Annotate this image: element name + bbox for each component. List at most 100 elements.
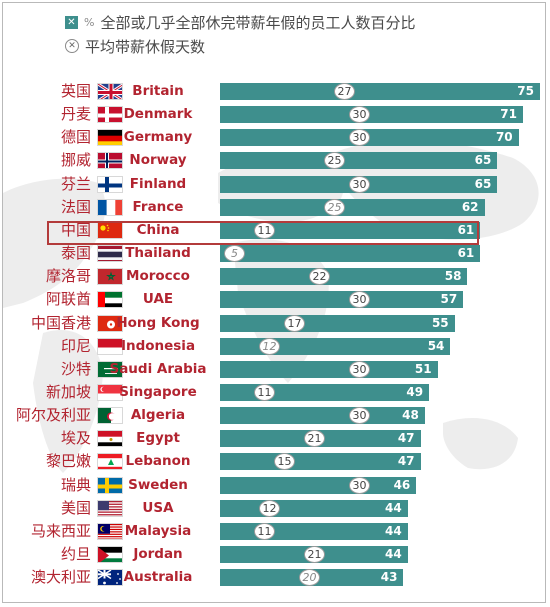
- percentage-value-label: 70: [495, 130, 513, 145]
- chart-row-britain: 英国 Britain 75 27: [3, 82, 545, 101]
- percentage-value-label: 75: [517, 84, 534, 98]
- percentage-bar: [220, 83, 540, 100]
- days-marker: 5: [224, 245, 245, 263]
- percentage-value-label: 47: [397, 431, 415, 446]
- percentage-value-label: 54: [427, 338, 445, 353]
- country-name-english: Denmark: [123, 106, 193, 123]
- country-name-chinese: 澳大利亚: [30, 568, 91, 587]
- flag-gb-icon: [97, 83, 123, 100]
- chart-row-usa: 美国 USA 44 12: [3, 499, 545, 518]
- country-name-english: Indonesia: [120, 337, 196, 354]
- country-name-english: China: [136, 221, 180, 238]
- country-name-english: Malaysia: [124, 522, 192, 539]
- country-name-english: Britain: [132, 83, 184, 99]
- country-name-english: Morocco: [126, 268, 190, 285]
- country-name-english: Finland: [129, 175, 187, 192]
- chart-row-thailand: 泰国 Thailand 61 5: [3, 244, 545, 263]
- flag-fi-icon: [97, 175, 123, 193]
- chart-row-norway: 挪威 Norway 65 25: [3, 151, 545, 170]
- days-marker: 17: [284, 314, 305, 332]
- percentage-value-label: 49: [406, 384, 424, 399]
- percentage-bar: [220, 221, 481, 239]
- chart-row-algeria: 阿尔及利亚 Algeria 48 30: [3, 406, 545, 425]
- country-name-chinese: 中国: [60, 220, 91, 239]
- percentage-value-label: 44: [385, 500, 402, 515]
- days-legend-icon: ✕: [65, 39, 79, 53]
- flag-fr-icon: [97, 198, 123, 216]
- flag-de-icon: [97, 129, 123, 147]
- percentage-value-label: 51: [414, 361, 432, 376]
- percentage-bar: [220, 314, 455, 332]
- chart-row-jordan: 约旦 Jordan 44 21: [3, 545, 545, 564]
- flag-sa-icon: [97, 360, 123, 378]
- country-name-chinese: 黎巴嫩: [45, 452, 91, 471]
- chart-row-singapore: 新加坡 Singapore 49 11: [3, 382, 545, 402]
- percentage-bar: [220, 245, 481, 263]
- chart-row-finland: 芬兰 Finland 65 30: [3, 175, 545, 194]
- days-marker: 30: [349, 129, 370, 147]
- days-marker: 30: [349, 106, 370, 124]
- percentage-value-label: 48: [402, 408, 419, 423]
- days-marker: 12: [259, 337, 280, 355]
- china-highlight-box: [47, 221, 479, 245]
- chart-row-morocco: 摩洛哥 Morocco 58 22: [3, 267, 545, 286]
- days-legend-label: 平均带薪休假天数: [85, 37, 206, 56]
- flag-se-icon: [97, 476, 123, 494]
- chart-row-uae: 阿联酋 UAE 57 30: [3, 290, 545, 309]
- country-name-english: Norway: [129, 152, 187, 169]
- country-name-chinese: 丹麦: [60, 105, 91, 124]
- chart-row-australia: 澳大利亚 Australia 43 20: [3, 568, 545, 587]
- country-name-chinese: 阿尔及利亚: [15, 406, 91, 425]
- days-marker: 15: [274, 453, 295, 471]
- percentage-legend-label: 全部或几乎全部休完带薪年假的员工人数百分比: [100, 13, 416, 32]
- flag-sg-icon: [97, 383, 123, 401]
- percentage-value-label: 65: [474, 176, 492, 191]
- days-marker: 25: [324, 198, 345, 216]
- flag-eg-icon: [97, 430, 123, 448]
- country-name-chinese: 英国: [60, 82, 91, 100]
- percentage-value-label: 61: [457, 222, 475, 237]
- flag-my-icon: [97, 522, 123, 540]
- country-name-chinese: 埃及: [60, 429, 91, 448]
- flag-jo-icon: [97, 546, 123, 563]
- percentage-value-label: 46: [393, 477, 411, 492]
- country-name-chinese: 挪威: [60, 151, 91, 170]
- days-marker: 11: [254, 383, 275, 401]
- country-name-chinese: 约旦: [60, 545, 91, 563]
- country-name-chinese: 沙特: [60, 359, 91, 378]
- days-marker: 30: [349, 175, 370, 193]
- percentage-value-label: 71: [500, 107, 517, 122]
- percentage-bar: [220, 268, 468, 286]
- chart-row-hong-kong: 中国香港 Hong Kong 55 17: [3, 314, 545, 333]
- percentage-value-label: 55: [431, 315, 449, 330]
- country-name-chinese: 法国: [60, 197, 91, 216]
- country-name-english: UAE: [142, 291, 174, 308]
- country-name-chinese: 印尼: [60, 336, 91, 355]
- percentage-bar: [220, 360, 438, 378]
- country-name-english: Australia: [123, 569, 193, 586]
- country-name-english: Sweden: [128, 476, 188, 493]
- country-name-english: Egypt: [136, 430, 180, 447]
- country-name-english: USA: [142, 499, 174, 516]
- country-name-english: Saudi Arabia: [109, 360, 207, 377]
- flag-lb-icon: [97, 453, 123, 471]
- chart-frame: ✕ % 全部或几乎全部休完带薪年假的员工人数百分比 ✕ 平均带薪休假天数 英国 B…: [2, 2, 546, 603]
- percentage-value-label: 47: [397, 454, 415, 469]
- days-marker: 25: [324, 152, 345, 170]
- country-name-chinese: 新加坡: [45, 382, 91, 401]
- days-marker: 20: [299, 569, 320, 587]
- country-name-english: Hong Kong: [116, 314, 200, 331]
- flag-dk-icon: [97, 106, 123, 124]
- days-marker: 12: [259, 499, 280, 517]
- percentage-bar: [220, 106, 523, 124]
- days-marker: 30: [349, 476, 370, 494]
- country-name-english: Thailand: [125, 245, 191, 262]
- country-name-chinese: 马来西亚: [30, 521, 91, 540]
- chart-row-germany: 德国 Germany 70 30: [3, 128, 545, 147]
- flag-us-icon: [97, 499, 123, 517]
- percentage-value-label: 65: [474, 153, 492, 168]
- chart-row-lebanon: 黎巴嫩 Lebanon 47 15: [3, 452, 545, 471]
- chart-row-sweden: 瑞典 Sweden 46 30: [3, 476, 545, 495]
- percentage-bar: [220, 453, 421, 471]
- percentage-value-label: 44: [385, 523, 402, 538]
